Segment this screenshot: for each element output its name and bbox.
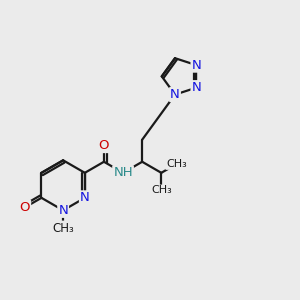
- Text: O: O: [99, 139, 109, 152]
- Text: CH₃: CH₃: [151, 185, 172, 196]
- Text: CH₃: CH₃: [52, 221, 74, 235]
- Text: N: N: [191, 81, 201, 94]
- Text: N: N: [191, 58, 201, 72]
- Text: NH: NH: [113, 166, 133, 179]
- Text: N: N: [58, 204, 68, 217]
- Text: CH₃: CH₃: [166, 159, 187, 169]
- Text: N: N: [170, 88, 180, 101]
- Text: N: N: [80, 191, 90, 204]
- Text: O: O: [20, 201, 30, 214]
